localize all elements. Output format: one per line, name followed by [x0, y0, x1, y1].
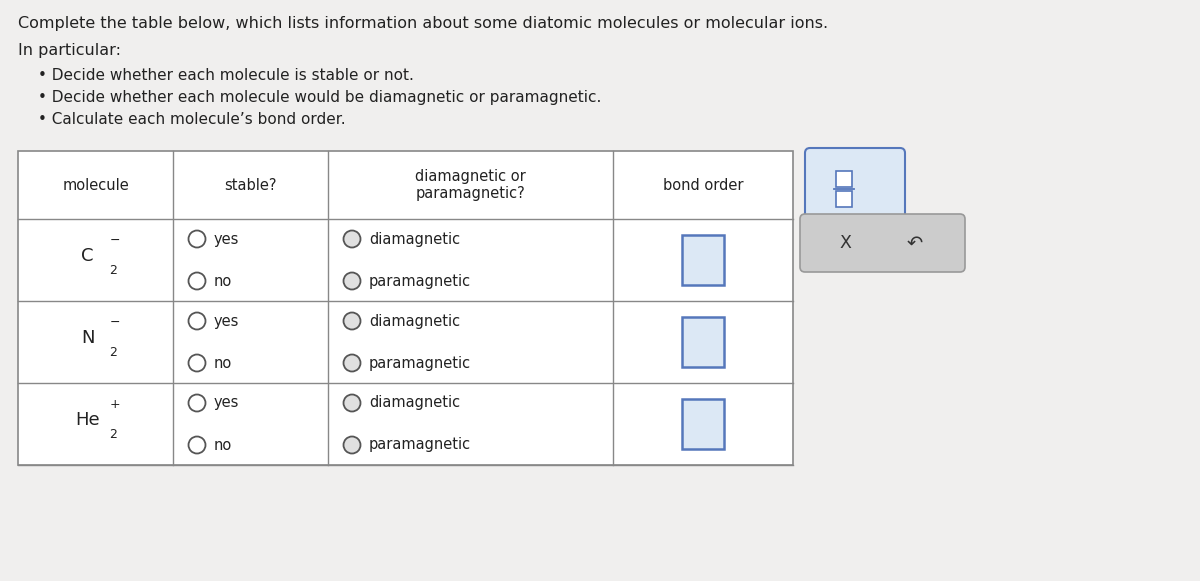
FancyBboxPatch shape [805, 148, 905, 230]
Text: C: C [82, 247, 94, 265]
Text: N: N [80, 329, 95, 347]
Text: diamagnetic: diamagnetic [370, 231, 460, 246]
FancyBboxPatch shape [682, 399, 724, 449]
FancyBboxPatch shape [682, 235, 724, 285]
Text: −: − [109, 315, 120, 328]
Text: yes: yes [214, 396, 239, 411]
Text: diamagnetic or
paramagnetic?: diamagnetic or paramagnetic? [415, 169, 526, 201]
Text: no: no [214, 274, 233, 289]
Text: diamagnetic: diamagnetic [370, 314, 460, 328]
Circle shape [343, 313, 360, 329]
FancyBboxPatch shape [682, 317, 724, 367]
FancyBboxPatch shape [18, 151, 793, 465]
Text: He: He [76, 411, 100, 429]
Text: ↶: ↶ [907, 234, 923, 253]
Text: no: no [214, 356, 233, 371]
Text: In particular:: In particular: [18, 43, 121, 58]
Circle shape [343, 231, 360, 248]
Text: +: + [109, 397, 120, 411]
Text: bond order: bond order [662, 178, 743, 192]
Text: no: no [214, 437, 233, 453]
FancyBboxPatch shape [800, 214, 965, 272]
Text: stable?: stable? [224, 178, 277, 192]
Circle shape [343, 354, 360, 371]
Text: • Decide whether each molecule is stable or not.: • Decide whether each molecule is stable… [38, 68, 414, 83]
Text: • Calculate each molecule’s bond order.: • Calculate each molecule’s bond order. [38, 112, 346, 127]
Text: 2: 2 [109, 264, 118, 277]
Text: • Decide whether each molecule would be diamagnetic or paramagnetic.: • Decide whether each molecule would be … [38, 90, 601, 105]
Text: paramagnetic: paramagnetic [370, 437, 472, 453]
Text: yes: yes [214, 231, 239, 246]
Circle shape [343, 272, 360, 289]
Text: diamagnetic: diamagnetic [370, 396, 460, 411]
Text: X: X [839, 234, 851, 252]
Text: 2: 2 [109, 428, 118, 440]
Text: molecule: molecule [62, 178, 128, 192]
Text: 2: 2 [109, 346, 118, 358]
Text: yes: yes [214, 314, 239, 328]
Text: Complete the table below, which lists information about some diatomic molecules : Complete the table below, which lists in… [18, 16, 828, 31]
Text: paramagnetic: paramagnetic [370, 274, 472, 289]
FancyBboxPatch shape [836, 171, 852, 187]
Text: paramagnetic: paramagnetic [370, 356, 472, 371]
Circle shape [343, 394, 360, 411]
Circle shape [343, 436, 360, 454]
FancyBboxPatch shape [836, 191, 852, 207]
Text: −: − [109, 234, 120, 246]
